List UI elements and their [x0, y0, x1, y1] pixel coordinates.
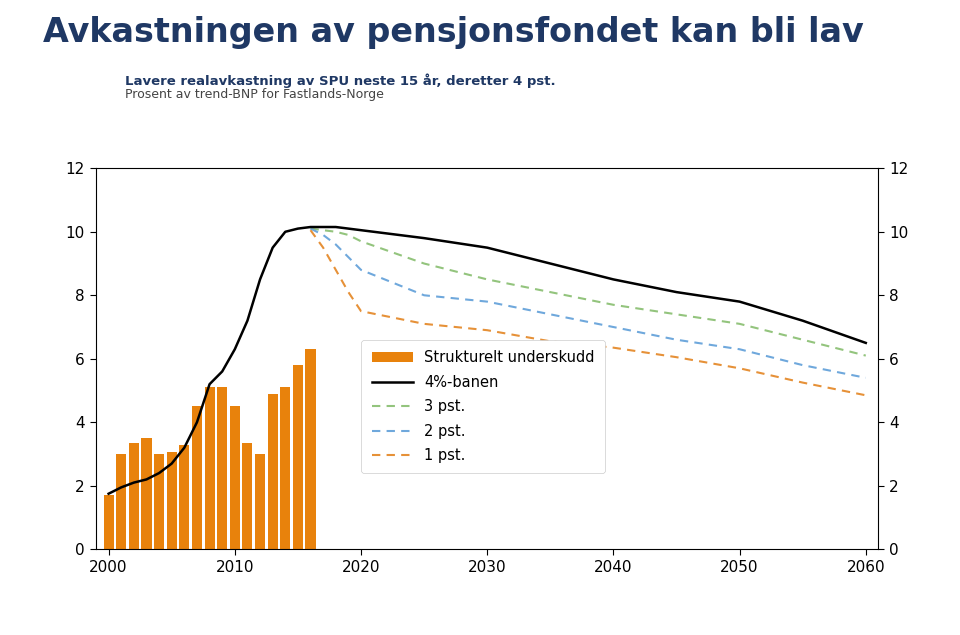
Bar	[154, 454, 164, 549]
Bar	[293, 365, 303, 549]
Bar	[180, 444, 189, 549]
Text: Prosent av trend-BNP for Fastlands-Norge: Prosent av trend-BNP for Fastlands-Norge	[125, 88, 384, 100]
Bar	[305, 349, 316, 549]
Bar	[242, 443, 252, 549]
Text: 14: 14	[915, 599, 936, 618]
Bar	[141, 438, 152, 549]
Bar	[217, 387, 228, 549]
Text: Lavere realavkastning av SPU neste 15 år, deretter 4 pst.: Lavere realavkastning av SPU neste 15 år…	[125, 73, 556, 88]
Bar	[167, 452, 177, 549]
Bar	[255, 454, 265, 549]
Bar	[229, 406, 240, 549]
Bar	[116, 454, 127, 549]
Bar	[129, 443, 139, 549]
Bar	[204, 387, 215, 549]
Bar	[104, 495, 113, 549]
Text: Avkastningen av pensjonsfondet kan bli lav: Avkastningen av pensjonsfondet kan bli l…	[43, 16, 864, 49]
Bar	[280, 387, 290, 549]
Legend: Strukturelt underskudd, 4%-banen, 3 pst., 2 pst., 1 pst.: Strukturelt underskudd, 4%-banen, 3 pst.…	[362, 340, 605, 474]
Bar	[192, 406, 202, 549]
Bar	[268, 394, 277, 549]
